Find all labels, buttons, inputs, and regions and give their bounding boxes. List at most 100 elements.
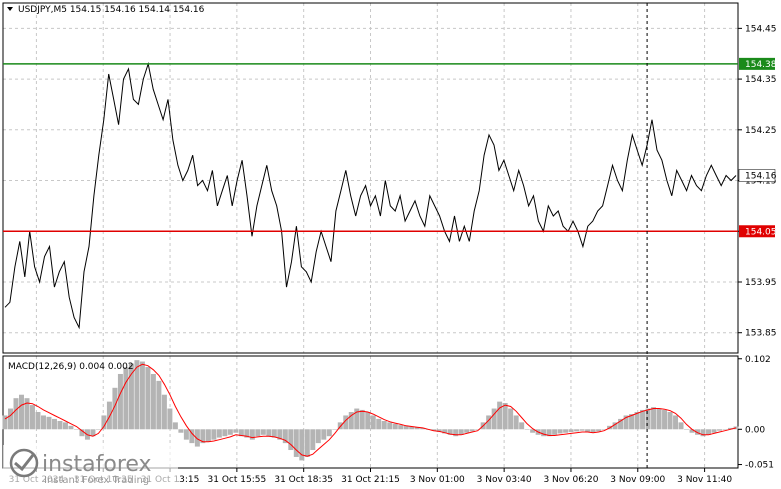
- macd-bar: [260, 429, 266, 435]
- macd-bar: [343, 415, 349, 430]
- macd-bar: [95, 429, 101, 430]
- macd-bar: [706, 429, 712, 435]
- macd-bar: [18, 394, 24, 430]
- macd-bar: [321, 429, 327, 440]
- macd-bar: [414, 427, 420, 430]
- price-tick-label: 153.85: [745, 329, 777, 339]
- macd-bar: [183, 429, 189, 440]
- macd-bar: [717, 429, 723, 431]
- macd-bar: [8, 408, 13, 430]
- price-tick-label: 154.25: [745, 126, 777, 136]
- macd-tick-label: 0.00: [745, 425, 765, 435]
- dropdown-triangle-icon[interactable]: [7, 7, 13, 11]
- macd-bar: [29, 405, 35, 430]
- macd-bar: [684, 429, 690, 430]
- logo-check-icon: [14, 454, 35, 472]
- macd-bar: [431, 429, 437, 431]
- current-price-badge: 154.16: [738, 169, 777, 182]
- macd-bar: [596, 429, 602, 432]
- time-tick-label: 3 Nov 03:40: [477, 475, 532, 485]
- watermark-tagline: Instant Forex Trading: [44, 475, 149, 486]
- macd-bar: [519, 422, 525, 430]
- macd-bar: [266, 429, 272, 437]
- time-tick-label: 3 Nov 01:00: [410, 475, 465, 485]
- price-tick-label: 153.95: [745, 278, 777, 288]
- price-tick-label: 154.45: [745, 24, 777, 34]
- macd-bar: [211, 429, 217, 440]
- macd-bar: [678, 422, 684, 430]
- macd-bar: [62, 422, 68, 430]
- macd-bar: [238, 429, 244, 437]
- time-tick-label: 31 Oct 21:15: [341, 475, 400, 485]
- macd-bar: [123, 367, 129, 430]
- macd-bar: [282, 429, 288, 444]
- price-tick-label: 154.35: [745, 75, 777, 85]
- red-level-badge: 154.05: [739, 225, 777, 238]
- macd-bar: [68, 425, 74, 430]
- macd-bar: [370, 415, 376, 430]
- macd-bar: [574, 429, 580, 432]
- symbol-header: USDJPY,M5 154.15 154.16 154.14 154.16: [7, 5, 205, 15]
- green-level-badge: 154.38: [739, 57, 777, 70]
- macd-bar: [24, 398, 30, 430]
- macd-bar: [381, 420, 387, 430]
- macd-bar: [491, 408, 497, 430]
- macd-bar: [502, 403, 508, 430]
- macd-bar: [662, 409, 668, 430]
- macd-bar: [552, 429, 558, 435]
- macd-bar: [524, 429, 530, 430]
- macd-bar: [530, 429, 536, 433]
- macd-bar: [651, 407, 657, 430]
- macd-bar: [40, 415, 46, 430]
- macd-bar: [244, 429, 250, 438]
- macd-bar: [288, 429, 294, 451]
- macd-bar: [216, 429, 222, 438]
- macd-bar: [332, 429, 338, 430]
- macd-bar: [139, 361, 145, 430]
- price-panel-frame: [2, 2, 739, 354]
- macd-bar: [563, 429, 569, 433]
- svg-text:154.38: 154.38: [745, 60, 777, 70]
- macd-bar: [453, 429, 459, 437]
- macd-bar: [172, 422, 178, 430]
- macd-histogram: [2, 360, 739, 461]
- macd-bar: [101, 415, 107, 430]
- instaforex-watermark: instaforex Instant Forex Trading: [3, 445, 178, 486]
- macd-bar: [79, 429, 85, 437]
- macd-bar: [354, 408, 360, 430]
- macd-bar: [46, 416, 52, 430]
- macd-bar: [640, 409, 646, 430]
- price-line: [4, 61, 737, 330]
- svg-text:154.05: 154.05: [745, 227, 777, 237]
- macd-bar: [205, 429, 211, 442]
- macd-bar: [128, 363, 134, 430]
- macd-bar: [546, 429, 552, 437]
- macd-bar: [310, 429, 316, 451]
- macd-bar: [585, 429, 591, 433]
- macd-bar: [200, 429, 206, 444]
- macd-bar: [51, 418, 57, 430]
- macd-bar: [700, 429, 706, 437]
- macd-bar: [464, 429, 470, 433]
- macd-bar: [293, 429, 299, 457]
- macd-bar: [728, 427, 733, 430]
- macd-bar: [150, 373, 156, 430]
- macd-tick-label: 0.102: [745, 355, 771, 365]
- macd-bar: [161, 394, 167, 430]
- macd-axis: 0.102 0.00 -0.051: [738, 355, 774, 471]
- macd-bar: [458, 429, 464, 435]
- macd-bar: [579, 429, 585, 431]
- macd-bar: [277, 429, 283, 440]
- macd-bar: [667, 412, 673, 430]
- macd-bar: [722, 429, 728, 430]
- macd-bar: [233, 429, 239, 433]
- macd-bar: [623, 415, 629, 430]
- macd-bar: [398, 425, 404, 430]
- macd-bar: [178, 429, 184, 433]
- macd-bar: [629, 414, 635, 430]
- instaforex-logo-icon: [9, 448, 39, 478]
- macd-bar: [304, 429, 310, 457]
- macd-bar: [392, 423, 398, 430]
- macd-bar: [106, 401, 112, 430]
